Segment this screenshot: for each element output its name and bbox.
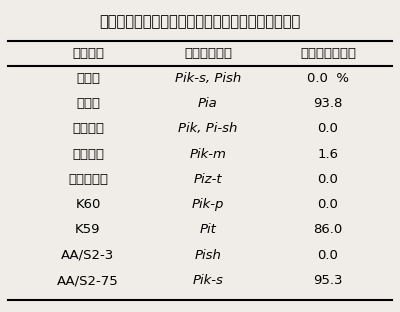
Text: Pia: Pia <box>198 97 218 110</box>
Text: クサブエ: クサブエ <box>72 123 104 135</box>
Text: AA/S2-75: AA/S2-75 <box>57 274 119 287</box>
Text: Pik-s: Pik-s <box>192 274 224 287</box>
Text: AA/S2-3: AA/S2-3 <box>61 249 115 262</box>
Text: 0.0: 0.0 <box>318 249 338 262</box>
Text: 病原性菌株割合: 病原性菌株割合 <box>300 47 356 60</box>
Text: 86.0: 86.0 <box>313 223 343 236</box>
Text: Pik-s, Pish: Pik-s, Pish <box>175 72 241 85</box>
Text: 新２号: 新２号 <box>76 72 100 85</box>
Text: K59: K59 <box>75 223 101 236</box>
Text: Pik-p: Pik-p <box>192 198 224 211</box>
Text: 0.0: 0.0 <box>318 198 338 211</box>
Text: 表１　メコンデルタに分布するいもち病菌の病原性: 表１ メコンデルタに分布するいもち病菌の病原性 <box>99 14 301 29</box>
Text: Pik, Pi-sh: Pik, Pi-sh <box>178 123 238 135</box>
Text: 0.0  %: 0.0 % <box>307 72 349 85</box>
Text: 0.0: 0.0 <box>318 123 338 135</box>
Text: Pik-m: Pik-m <box>190 148 226 161</box>
Text: 93.8: 93.8 <box>313 97 343 110</box>
Text: Pish: Pish <box>194 249 222 262</box>
Text: 0.0: 0.0 <box>318 173 338 186</box>
Text: Pit: Pit <box>200 223 216 236</box>
Text: 1.6: 1.6 <box>318 148 338 161</box>
Text: 95.3: 95.3 <box>313 274 343 287</box>
Text: 愛知旭: 愛知旭 <box>76 97 100 110</box>
Text: K60: K60 <box>75 198 101 211</box>
Text: 判別品種: 判別品種 <box>72 47 104 60</box>
Text: とりで１号: とりで１号 <box>68 173 108 186</box>
Text: ツユアケ: ツユアケ <box>72 148 104 161</box>
Text: Piz-t: Piz-t <box>194 173 222 186</box>
Text: 抵抗性遺伝子: 抵抗性遺伝子 <box>184 47 232 60</box>
